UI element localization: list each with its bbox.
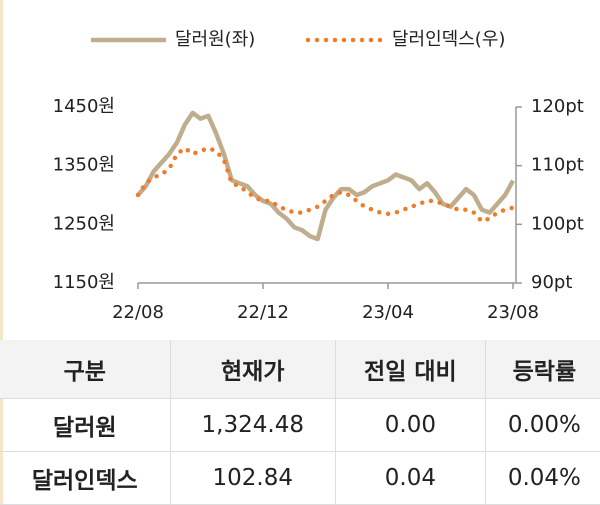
cell: 달러인덱스 [0, 451, 171, 505]
legend-label: 달러인덱스(우) [392, 29, 505, 50]
series-line [135, 145, 516, 225]
y2-tick-label: 100pt [531, 213, 584, 234]
quote-table: 구분 현재가 전일 대비 등락률 달러원 1,324.48 0.00 0.00%… [0, 340, 600, 505]
x-tick-label: 23/08 [487, 302, 539, 323]
cell: 0.00 [334, 398, 486, 452]
y2-tick-label: 90pt [531, 272, 572, 293]
header-cell: 구분 [0, 340, 171, 399]
cell: 102.84 [169, 451, 336, 505]
y-tick-label: 1250원 [53, 213, 115, 234]
cell: 0.00% [484, 398, 600, 452]
y2-tick-label: 110pt [531, 155, 584, 176]
header-cell: 전일 대비 [334, 340, 486, 399]
cell: 0.04% [484, 451, 600, 505]
x-tick-label: 22/12 [237, 302, 289, 323]
legend-label: 달러원(좌) [175, 29, 255, 50]
cell: 1,324.48 [169, 398, 336, 452]
cell: 달러원 [0, 398, 171, 452]
header-cell: 현재가 [169, 340, 336, 399]
y-tick-label: 1450원 [53, 96, 115, 117]
x-tick-label: 23/04 [362, 302, 414, 323]
x-tick-label: 22/08 [112, 302, 164, 323]
table-row: 달러인덱스 102.84 0.04 0.04% [0, 451, 600, 505]
chart: 1150원 1250원 1350원 1450원 90pt 100pt 110pt 120pt 2… [53, 29, 584, 323]
table-header: 구분 현재가 전일 대비 등락률 [0, 340, 600, 399]
y-tick-label: 1150원 [53, 272, 115, 293]
table-row: 달러원 1,324.48 0.00 0.00% [0, 398, 600, 452]
y-tick-label: 1350원 [53, 155, 115, 176]
cell: 0.04 [334, 451, 486, 505]
series-line [136, 110, 515, 242]
y2-tick-label: 120pt [531, 96, 584, 117]
header-cell: 등락률 [484, 340, 600, 399]
